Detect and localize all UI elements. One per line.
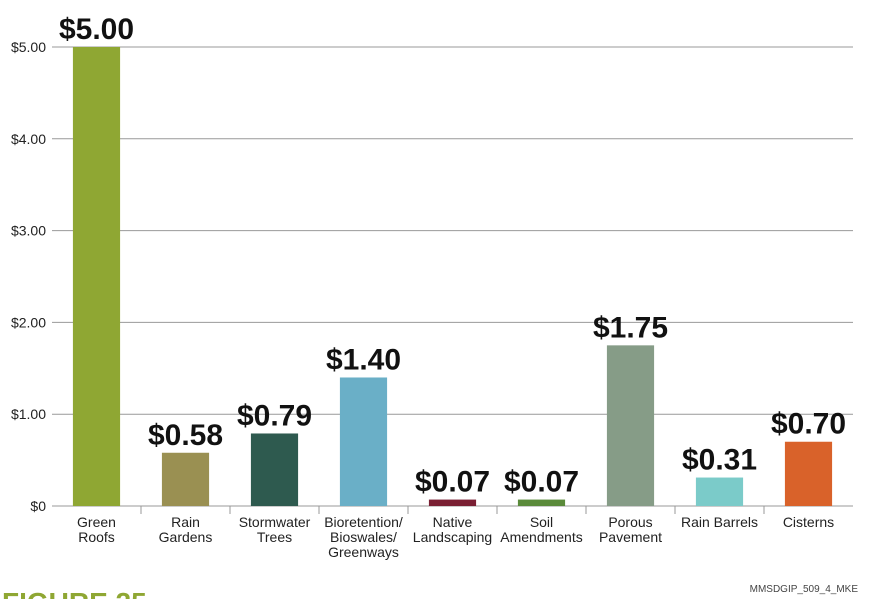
bar: [517, 499, 566, 506]
y-tick-label: $0: [30, 498, 46, 514]
value-label: $0.07: [415, 466, 490, 499]
value-label: $0.58: [148, 419, 223, 452]
x-tick-label: Rain Barrels: [681, 514, 758, 530]
value-label: $0.31: [682, 444, 757, 477]
value-label: $0.07: [504, 466, 579, 499]
x-tick-label: Stormwater Trees: [239, 514, 311, 545]
x-tick-label: Cisterns: [783, 514, 834, 530]
y-tick-label: $2.00: [11, 314, 46, 330]
value-label: $0.79: [237, 399, 312, 432]
x-tick-label: Bioretention/Bioswales/Greenways: [324, 514, 403, 560]
y-tick-label: $3.00: [11, 223, 46, 239]
x-tick-label: Native Landscaping: [413, 514, 492, 545]
figure-label: FIGURE 25: [2, 587, 147, 599]
x-tick-label: Porous Pavement: [599, 514, 662, 545]
bar: [72, 47, 121, 506]
bar: [606, 345, 655, 506]
value-label: $5.00: [59, 13, 134, 46]
y-tick-label: $1.00: [11, 406, 46, 422]
bar: [161, 452, 210, 506]
value-label: $1.75: [593, 311, 668, 344]
x-tick-label: Soil Amendments: [500, 514, 582, 545]
bar: [784, 441, 833, 506]
x-tick-label: Rain Gardens: [159, 514, 213, 545]
bar: [695, 477, 744, 506]
y-tick-label: $4.00: [11, 131, 46, 147]
y-tick-label: $5.00: [11, 39, 46, 55]
value-label: $1.40: [326, 343, 401, 376]
bar: [428, 499, 477, 506]
value-label: $0.70: [771, 408, 846, 441]
x-tick-label: Green Roofs: [77, 514, 116, 545]
bar: [250, 433, 299, 506]
figure-code: MMSDGIP_509_4_MKE: [750, 584, 859, 595]
bar: [339, 377, 388, 506]
